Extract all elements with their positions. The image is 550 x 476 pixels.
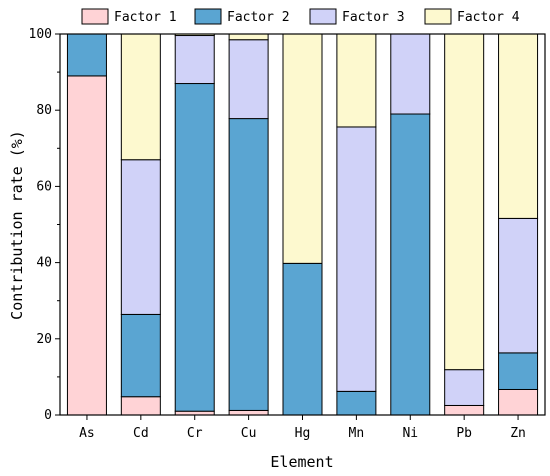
- legend: Factor 1 Factor 2 Factor 3 Factor 4: [81, 8, 520, 25]
- bar-ni-factor-2: [390, 113, 431, 416]
- bar-cd-factor-2: [120, 313, 161, 398]
- bar-hg-factor-4: [282, 33, 323, 264]
- legend-label-factor-4: Factor 4: [457, 10, 520, 25]
- bar-zn-factor-2: [498, 352, 539, 390]
- y-tick-label: 0: [44, 408, 52, 423]
- x-tick-label-pb: Pb: [456, 426, 472, 441]
- y-axis-title: Contribution rate (%): [8, 130, 26, 320]
- x-tick-label-mn: Mn: [349, 426, 365, 441]
- bar-pb-factor-1: [444, 404, 485, 416]
- legend-label-factor-1: Factor 1: [114, 10, 177, 25]
- bar-cu-factor-3: [228, 39, 269, 120]
- x-tick-label-ni: Ni: [402, 426, 418, 441]
- axes-group: 0 20 40 60 80 100 As Cd Cr Cu Hg Mn Ni Pb Zn: [29, 27, 546, 441]
- bar-ni-factor-3: [390, 33, 431, 115]
- bar-mn-factor-2: [336, 390, 377, 416]
- bar-cu-factor-2: [228, 118, 269, 411]
- y-tick-label: 80: [36, 103, 52, 118]
- bar-zn-factor-4: [498, 33, 539, 219]
- bar-hg-factor-2: [282, 262, 323, 416]
- legend-label-factor-3: Factor 3: [342, 10, 405, 25]
- x-tick-label-cd: Cd: [133, 426, 149, 441]
- bar-cu-factor-1: [228, 409, 269, 416]
- bar-cd-factor-4: [120, 33, 161, 161]
- x-tick-label-cr: Cr: [187, 426, 203, 441]
- bar-mn-factor-4: [336, 33, 377, 128]
- x-tick-label-hg: Hg: [295, 426, 311, 441]
- bar-pb-factor-4: [444, 33, 485, 371]
- bar-cr-factor-3: [174, 35, 215, 85]
- legend-swatch-factor-4: [424, 8, 452, 25]
- bar-zn-factor-1: [498, 388, 539, 416]
- legend-swatch-factor-2: [194, 8, 222, 25]
- legend-label-factor-2: Factor 2: [227, 10, 290, 25]
- y-tick-label: 40: [36, 256, 52, 271]
- x-axis-title: Element: [270, 453, 333, 471]
- bar-as-factor-2: [66, 33, 107, 77]
- bar-cd-factor-3: [120, 159, 161, 315]
- legend-swatch-factor-1: [81, 8, 109, 25]
- bar-cu-factor-4: [228, 33, 269, 41]
- bar-cd-factor-1: [120, 396, 161, 416]
- x-tick-label-cu: Cu: [241, 426, 257, 441]
- x-tick-label-as: As: [79, 426, 95, 441]
- bars-group: [66, 33, 539, 416]
- y-tick-label: 20: [36, 332, 52, 347]
- bar-zn-factor-3: [498, 217, 539, 354]
- legend-swatch-factor-3: [309, 8, 337, 25]
- bar-as-factor-1: [66, 75, 107, 416]
- bar-cr-factor-2: [174, 83, 215, 412]
- y-tick-label: 100: [29, 27, 52, 42]
- x-tick-label-zn: Zn: [510, 426, 526, 441]
- bar-mn-factor-3: [336, 126, 377, 392]
- bar-pb-factor-3: [444, 369, 485, 406]
- y-tick-label: 60: [36, 179, 52, 194]
